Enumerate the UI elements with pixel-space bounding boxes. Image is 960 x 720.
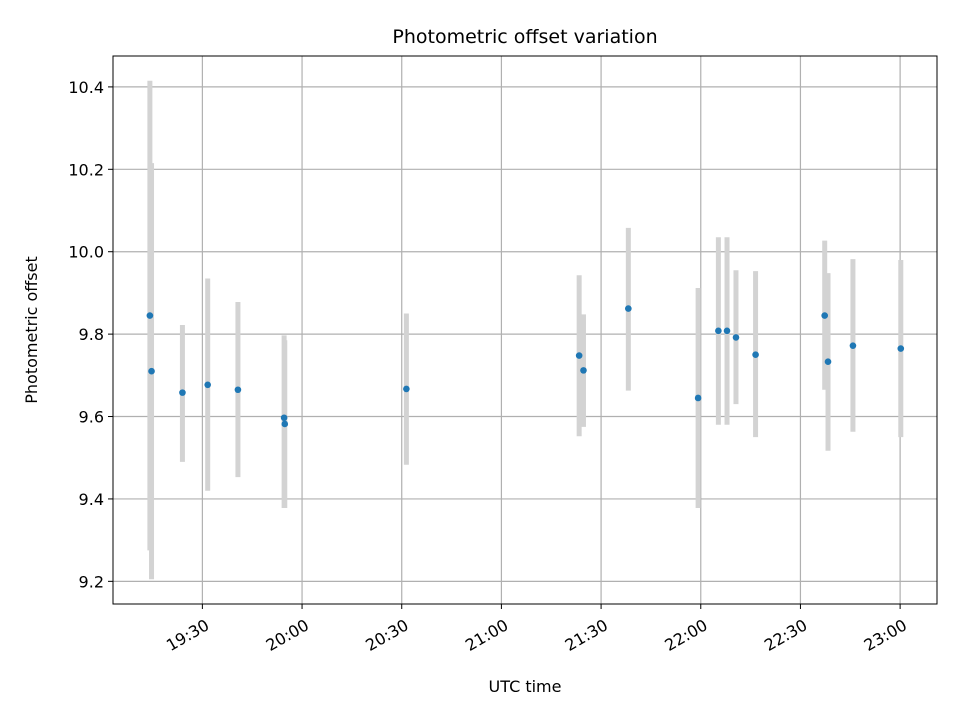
y-axis-label: Photometric offset (22, 256, 41, 404)
chart-title: Photometric offset variation (392, 26, 657, 48)
data-point (179, 389, 186, 396)
data-point (575, 352, 583, 359)
grid (113, 56, 937, 604)
y-tick-label: 9.6 (79, 408, 104, 427)
data-point (281, 420, 289, 428)
data-point (580, 367, 587, 374)
y-tick-label: 10.4 (68, 78, 104, 97)
y-tick-label: 9.2 (79, 572, 104, 591)
data-point (403, 385, 410, 393)
data-point (234, 386, 242, 394)
x-axis-label: UTC time (489, 677, 562, 696)
plot-area-frame (112, 55, 938, 605)
y-tick-label: 10.0 (68, 243, 104, 262)
data-point (723, 327, 731, 335)
data-points (146, 305, 905, 428)
data-point (897, 345, 905, 352)
data-point (146, 312, 154, 319)
data-point (694, 394, 702, 402)
data-point (715, 327, 722, 335)
data-point (732, 334, 740, 341)
data-point (280, 414, 288, 422)
y-tick-label: 9.4 (79, 490, 104, 509)
y-tick-label: 10.2 (68, 160, 104, 179)
data-point (849, 342, 857, 349)
data-point (821, 312, 828, 319)
data-point (148, 367, 155, 375)
y-tick-label: 9.8 (79, 325, 104, 344)
data-point (752, 351, 759, 359)
data-point (824, 358, 832, 366)
data-point (204, 381, 211, 389)
y-axis-ticks: 9.2 9.4 9.6 9.8 10.0 10.2 10.4 (68, 78, 113, 591)
data-point (625, 305, 632, 312)
